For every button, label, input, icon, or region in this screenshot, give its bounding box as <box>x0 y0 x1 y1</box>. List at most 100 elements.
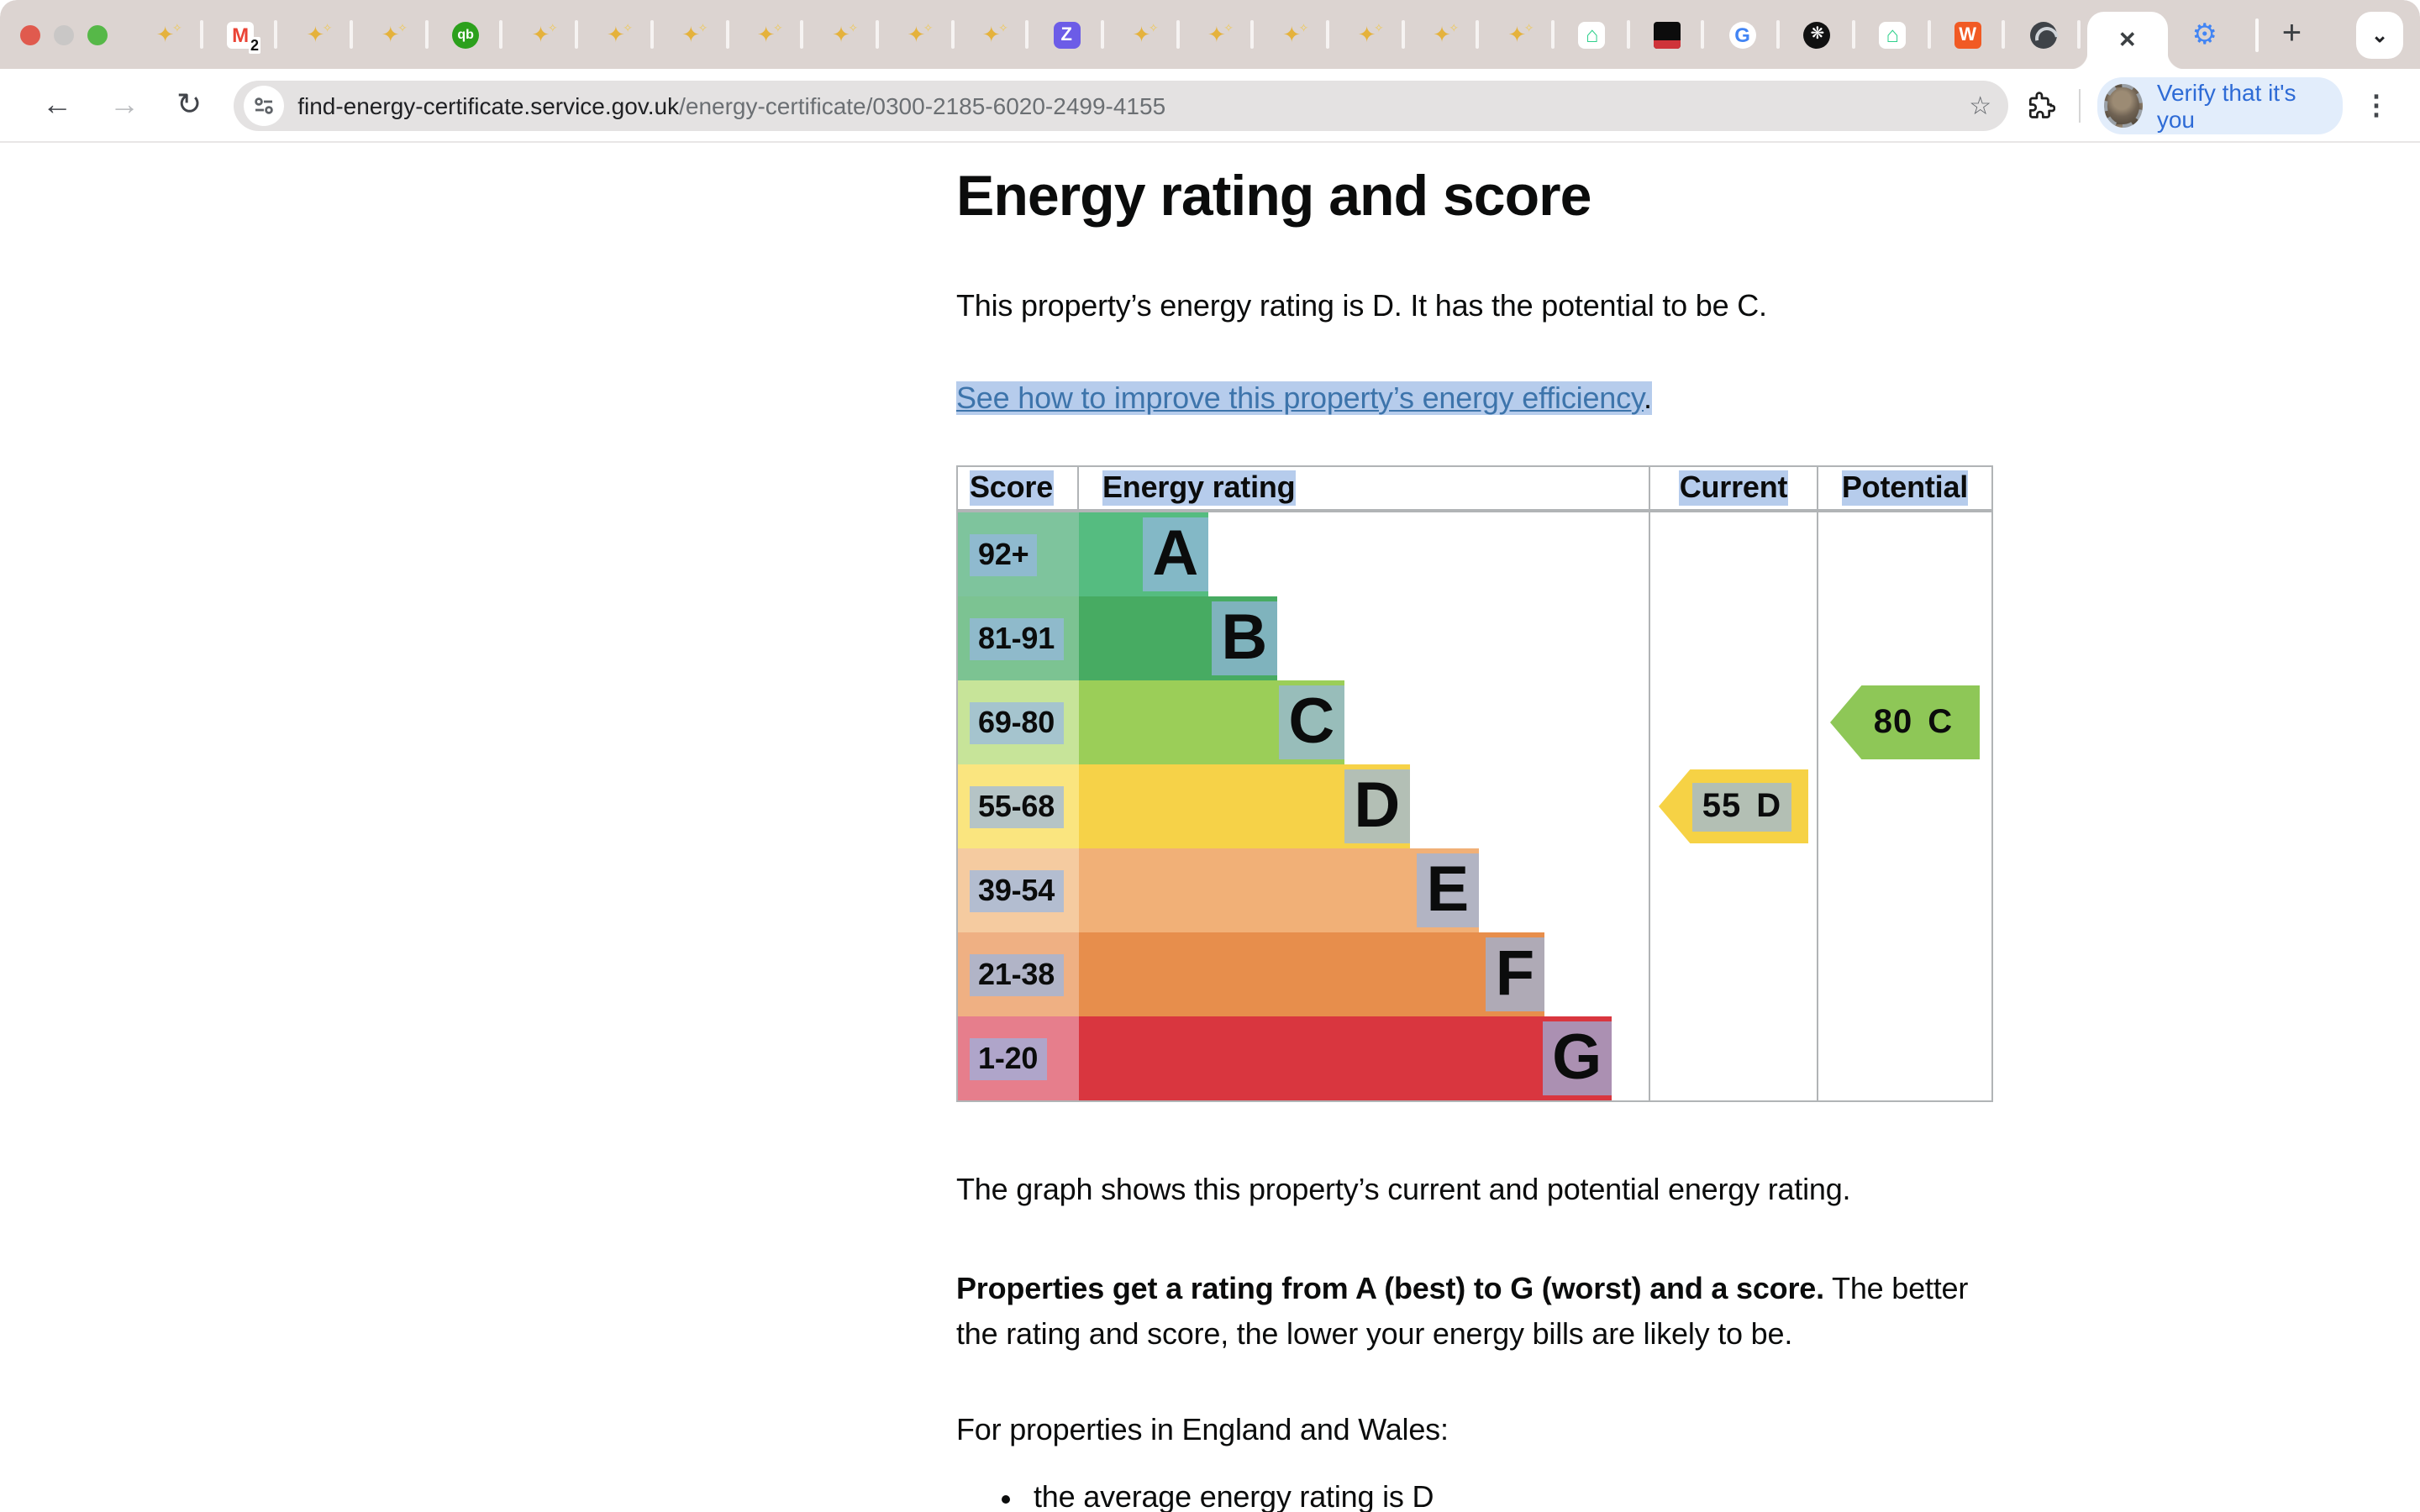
intro-text: This property’s energy rating is D. It h… <box>956 289 1767 323</box>
sparkle-favicon-icon: ✦ ✧ <box>1132 21 1159 46</box>
page-content: Energy rating and score This property’s … <box>956 143 2002 1512</box>
average-facts-list: the average energy rating is D the avera… <box>956 1478 2002 1512</box>
house-favicon-icon: ⌂ <box>1879 21 1907 48</box>
regions-intro: For properties in England and Wales: <box>956 1413 1449 1446</box>
pinned-tab-sparkle[interactable]: ✦ ✧ <box>128 0 203 69</box>
puzzle-icon <box>2029 91 2056 118</box>
pinned-tab-sparkle[interactable]: ✦ ✧ <box>278 0 353 69</box>
tab-search-button[interactable]: ⌄ <box>2356 11 2403 58</box>
pinned-tab-sparkle[interactable]: ✦ ✧ <box>578 0 654 69</box>
new-tab-button[interactable]: + <box>2281 15 2302 52</box>
rating-explanation-rest: The better the rating and score, the low… <box>956 1272 1969 1351</box>
active-tab[interactable]: ✕ <box>2070 12 2185 69</box>
pinned-tab-house[interactable]: ⌂ <box>1855 0 1930 69</box>
url-host: find-energy-certificate.service.gov.uk <box>297 92 680 118</box>
sparkle-favicon-icon: ✦ ✧ <box>756 21 783 46</box>
sparkle-favicon-icon: ✦ ✧ <box>306 21 333 46</box>
avatar <box>2103 83 2144 127</box>
page-viewport[interactable]: Energy rating and score This property’s … <box>0 143 2420 1512</box>
forward-button[interactable]: → <box>109 87 139 121</box>
page-title: Energy rating and score <box>956 165 1591 228</box>
column-header-current: Current <box>1649 467 1817 512</box>
score-range-C: 69-80 <box>958 680 1079 764</box>
current-cell-B <box>1649 596 1817 680</box>
pinned-tab-sparkle[interactable]: ✦ ✧ <box>353 0 428 69</box>
toolbar-separator <box>2079 88 2081 122</box>
settings-tab[interactable]: ⚙ <box>2168 18 2242 51</box>
sparkle-favicon-icon: ✦ ✧ <box>381 21 408 46</box>
sparkle-favicon-icon: ✦ ✧ <box>155 21 182 46</box>
traffic-lights <box>0 24 128 45</box>
pinned-tab-sparkle[interactable]: ✦ ✧ <box>1179 0 1255 69</box>
pinned-tab-gpt[interactable]: ❋ <box>1780 0 1855 69</box>
potential-cell-C: 80 C <box>1817 680 1991 764</box>
rating-explanation-bold: Properties get a rating from A (best) to… <box>956 1272 1824 1305</box>
back-button[interactable]: ← <box>42 87 72 121</box>
potential-cell-B <box>1817 596 1991 680</box>
pinned-tab-sparkle[interactable]: ✦ ✧ <box>954 0 1028 69</box>
extensions-button[interactable] <box>2008 90 2072 120</box>
current-rating-arrow: 55 D <box>1659 769 1808 843</box>
potential-cell-E <box>1817 848 1991 932</box>
sparkle-favicon-icon: ✦ ✧ <box>681 21 708 46</box>
url-text[interactable]: find-energy-certificate.service.gov.uk/e… <box>297 92 1165 118</box>
improve-efficiency-link[interactable]: See how to improve this property’s energ… <box>956 381 1644 415</box>
pinned-tabs: ✦ ✧ M 2 ✦ ✧ ✦ ✧ qb ✦ ✧ ✦ ✧ ✦ ✧ ✦ ✧ ✦ ✧ ✦ ✧ ✦ ✧ Z ✦ ✧ ✦ ✧ ✦ ✧ ✦ ✧ ✦ ✧ ✦ ✧ ⌂ G ❋… <box>128 0 2081 69</box>
minimize-window-button[interactable] <box>54 24 74 45</box>
house-favicon-icon: ⌂ <box>1578 21 1606 48</box>
band-bar-E: E <box>1079 848 1479 932</box>
pinned-tab-sparkle[interactable]: ✦ ✧ <box>503 0 578 69</box>
current-cell-C <box>1649 680 1817 764</box>
potential-cell-F <box>1817 932 1991 1016</box>
link-period: . <box>1644 381 1652 415</box>
rating-explanation: Properties get a rating from A (best) to… <box>956 1267 2002 1357</box>
pinned-tab-sparkle[interactable]: ✦ ✧ <box>803 0 879 69</box>
pinned-tab-sparkle[interactable]: ✦ ✧ <box>1255 0 1329 69</box>
zoom-window-button[interactable] <box>87 24 108 45</box>
pinned-tab-qb[interactable]: qb <box>429 0 503 69</box>
current-cell-F <box>1649 932 1817 1016</box>
pinned-tab-sparkle[interactable]: ✦ ✧ <box>879 0 954 69</box>
address-bar[interactable]: find-energy-certificate.service.gov.uk/e… <box>234 80 2009 130</box>
pinned-tab-sparkle[interactable]: ✦ ✧ <box>729 0 803 69</box>
site-info-icon[interactable] <box>244 85 285 125</box>
pinned-tab-house[interactable]: ⌂ <box>1555 0 1629 69</box>
score-range-A: 92+ <box>958 512 1079 596</box>
goog-favicon-icon: G <box>1728 21 1756 48</box>
pinned-tab-swirl[interactable] <box>2005 0 2081 69</box>
sparkle-favicon-icon: ✦ ✧ <box>832 21 859 46</box>
pinned-tab-sparkle[interactable]: ✦ ✧ <box>1480 0 1555 69</box>
sparkle-favicon-icon: ✦ ✧ <box>1282 21 1309 46</box>
gpt-favicon-icon: ❋ <box>1803 21 1831 48</box>
close-tab-icon[interactable]: ✕ <box>2118 27 2137 52</box>
reload-button[interactable]: ↻ <box>176 87 203 121</box>
qb-favicon-icon: qb <box>452 21 480 48</box>
pinned-tab-sparkle[interactable]: ✦ ✧ <box>1104 0 1179 69</box>
sparkle-favicon-icon: ✦ ✧ <box>1207 21 1234 46</box>
band-bar-B: B <box>1079 596 1277 680</box>
sparkle-favicon-icon: ✦ ✧ <box>1357 21 1384 46</box>
pinned-tab-sparkle[interactable]: ✦ ✧ <box>1404 0 1480 69</box>
pinned-tab-zet[interactable]: Z <box>1029 0 1104 69</box>
score-range-D: 55-68 <box>958 764 1079 848</box>
band-bar-A: A <box>1079 512 1208 596</box>
sparkle-favicon-icon: ✦ ✧ <box>1507 21 1534 46</box>
chart-caption: The graph shows this property’s current … <box>956 1173 1851 1206</box>
band-bar-D: D <box>1079 764 1410 848</box>
menu-kebab-icon[interactable]: ⋮ <box>2363 92 2390 120</box>
pinned-tab-blackred[interactable] <box>1630 0 1705 69</box>
pinned-tab-sparkle[interactable]: ✦ ✧ <box>1329 0 1404 69</box>
tab-strip: ✦ ✧ M 2 ✦ ✧ ✦ ✧ qb ✦ ✧ ✦ ✧ ✦ ✧ ✦ ✧ ✦ ✧ ✦ ✧ ✦ ✧ Z ✦ ✧ ✦ ✧ ✦ ✧ ✦ ✧ ✦ ✧ ✦ ✧ ⌂ G ❋… <box>0 0 2420 69</box>
score-range-E: 39-54 <box>958 848 1079 932</box>
current-cell-E <box>1649 848 1817 932</box>
pinned-tab-wp[interactable]: W <box>1930 0 2005 69</box>
pinned-tab-goog[interactable]: G <box>1705 0 1780 69</box>
close-window-button[interactable] <box>20 24 40 45</box>
profile-button[interactable]: Verify that it's you <box>2096 76 2343 134</box>
improve-link-line: See how to improve this property’s energ… <box>956 378 2002 418</box>
chevron-down-icon: ⌄ <box>2370 23 2389 46</box>
bookmark-icon[interactable]: ☆ <box>1969 92 1992 120</box>
band-bar-cell-E: E <box>1079 848 1649 932</box>
pinned-tab-sparkle[interactable]: ✦ ✧ <box>654 0 729 69</box>
